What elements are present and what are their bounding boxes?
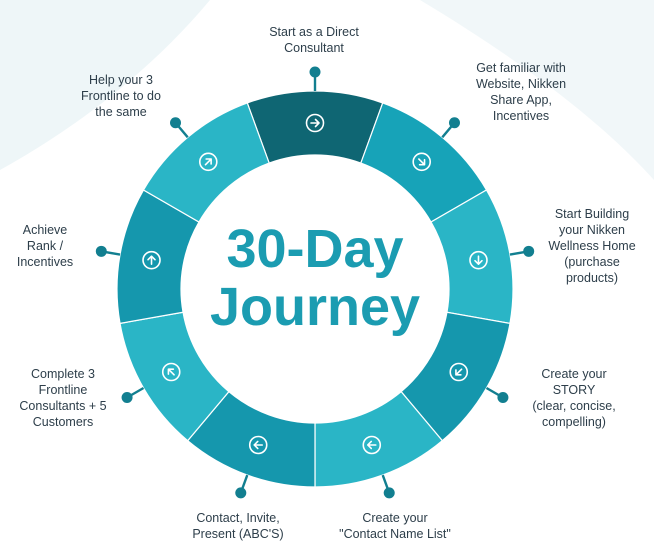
icon-arrow (418, 158, 426, 166)
icon-arrow-path (204, 158, 212, 166)
step-label-create-story: Create your STORY (clear, concise, compe… (532, 367, 616, 429)
icon-ring (362, 435, 382, 455)
icon-arrow-path (310, 118, 320, 128)
step-label-contact-name-list: Create your "Contact Name List" (339, 511, 451, 541)
icon-ring (248, 435, 268, 455)
icon-ring (305, 113, 325, 133)
title-line-1: 30-Day (226, 219, 404, 279)
pin-stem-5 (381, 474, 389, 489)
step-icon-2-arrow-down-right-icon (412, 152, 432, 172)
icon-ring (449, 362, 469, 382)
step-icon-8-arrow-up-icon (142, 250, 161, 270)
pin-stem-7 (130, 386, 145, 397)
step-icon-7-arrow-up-left-icon (161, 362, 181, 382)
icon-arrow (253, 440, 264, 450)
icon-arrow-path (418, 158, 426, 166)
title-line-2: Journey (209, 277, 421, 337)
pin-dot-6 (235, 487, 247, 499)
pin-dot-8 (95, 245, 107, 257)
pin-stem-2 (441, 125, 453, 139)
icon-arrow-path (147, 255, 156, 265)
icon-ring (142, 250, 161, 270)
pin-stem-9 (177, 125, 189, 139)
pin-dot-9 (170, 117, 182, 129)
step-icon-9-arrow-up-right-icon (198, 152, 218, 172)
icon-ring (198, 152, 218, 172)
icon-arrow-path (167, 368, 175, 376)
diagram-title: 30-Day Journey (165, 220, 465, 336)
icon-arrow (366, 440, 377, 450)
pin-stem-8 (106, 251, 121, 256)
center-disc (183, 157, 447, 421)
pin-dot-5 (383, 487, 395, 499)
step-label-help-frontline: Help your 3 Frontline to do the same (81, 73, 161, 119)
step-label-get-familiar: Get familiar with Website, Nikken Share … (475, 61, 567, 123)
step-icon-4-arrow-down-left-icon (449, 362, 469, 382)
icon-arrow (167, 368, 175, 376)
icon-arrow-path (455, 368, 463, 376)
pin-dot-4 (497, 392, 509, 403)
icon-arrow (310, 118, 320, 128)
pin-stem-4 (485, 386, 500, 397)
step-icon-3-arrow-down-icon (469, 250, 488, 270)
icon-arrow-path (253, 440, 264, 450)
step-label-achieve-rank: Achieve Rank / Incentives (16, 223, 74, 269)
pin-dot-3 (523, 245, 535, 257)
icon-ring (412, 152, 432, 172)
pin-stem-6 (241, 474, 249, 489)
step-label-wellness-home: Start Building your Nikken Wellness Home… (548, 207, 636, 285)
ring-segment-9 (142, 102, 270, 223)
step-label-complete-frontline: Complete 3 Frontline Consultants + 5 Cus… (19, 367, 107, 429)
step-icon-6-arrow-left-icon (248, 435, 268, 455)
step-icon-5-arrow-left-icon (362, 435, 382, 455)
step-label-start-direct-consultant: Start as a Direct Consultant (269, 25, 359, 55)
step-icon-1-arrow-right-icon (305, 113, 325, 133)
pin-dot-7 (121, 392, 133, 403)
pin-stem-3 (509, 251, 524, 256)
icon-arrow-path (366, 440, 377, 450)
icon-arrow (474, 255, 483, 265)
icon-arrow (455, 368, 463, 376)
step-label-contact-invite-present: Contact, Invite, Present (ABC'S) (192, 511, 284, 541)
icon-arrow (204, 158, 212, 166)
pin-dot-1 (309, 66, 321, 78)
icon-arrow (147, 255, 156, 265)
icon-ring (161, 362, 181, 382)
pin-dot-2 (448, 117, 460, 129)
icon-arrow-path (474, 255, 483, 265)
icon-ring (469, 250, 488, 270)
